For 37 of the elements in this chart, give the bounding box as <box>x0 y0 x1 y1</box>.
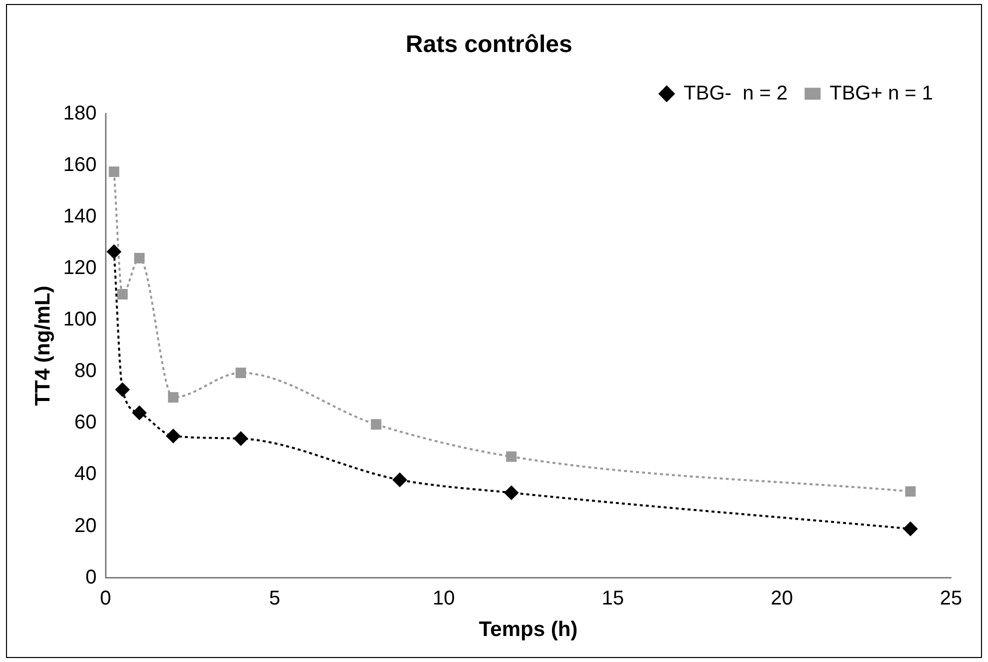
y-tick-label: 40 <box>74 463 97 486</box>
point <box>108 166 120 178</box>
y-tick-label: 120 <box>63 256 97 279</box>
point <box>117 289 128 300</box>
x-tick-label: 25 <box>940 587 962 610</box>
x-tick-label: 0 <box>100 587 112 610</box>
y-tick-label: 60 <box>74 412 97 434</box>
legend-label: TBG+ n = 1 <box>830 82 933 104</box>
y-tick-label: 0 <box>85 566 97 588</box>
point <box>236 368 246 378</box>
point <box>903 522 918 536</box>
x-tick-label: 15 <box>602 587 624 610</box>
legend-label: TBG- n = 2 <box>684 82 788 104</box>
x-axis-title: Temps (h) <box>478 618 578 642</box>
point <box>134 252 145 264</box>
chart-title: Rats contrôles <box>406 31 572 58</box>
point <box>166 429 180 444</box>
point <box>132 406 146 420</box>
point <box>506 451 517 462</box>
y-axis-title: TT4 (ng/mL) <box>31 286 54 406</box>
point <box>392 472 407 487</box>
y-tick-label: 20 <box>74 514 97 537</box>
point <box>504 486 518 500</box>
y-tick-label: 160 <box>63 154 97 176</box>
point <box>115 382 130 397</box>
x-tick-label: 20 <box>770 587 794 610</box>
point <box>107 244 122 259</box>
x-tick-label: 5 <box>269 587 280 610</box>
y-tick-label: 180 <box>63 102 97 124</box>
x-tick-label: 10 <box>432 587 455 610</box>
point <box>905 486 916 497</box>
point <box>234 432 248 446</box>
y-tick-label: 100 <box>63 308 97 331</box>
y-tick-label: 80 <box>74 360 97 382</box>
point <box>168 392 178 403</box>
y-tick-label: 140 <box>63 205 97 228</box>
point <box>370 419 382 430</box>
